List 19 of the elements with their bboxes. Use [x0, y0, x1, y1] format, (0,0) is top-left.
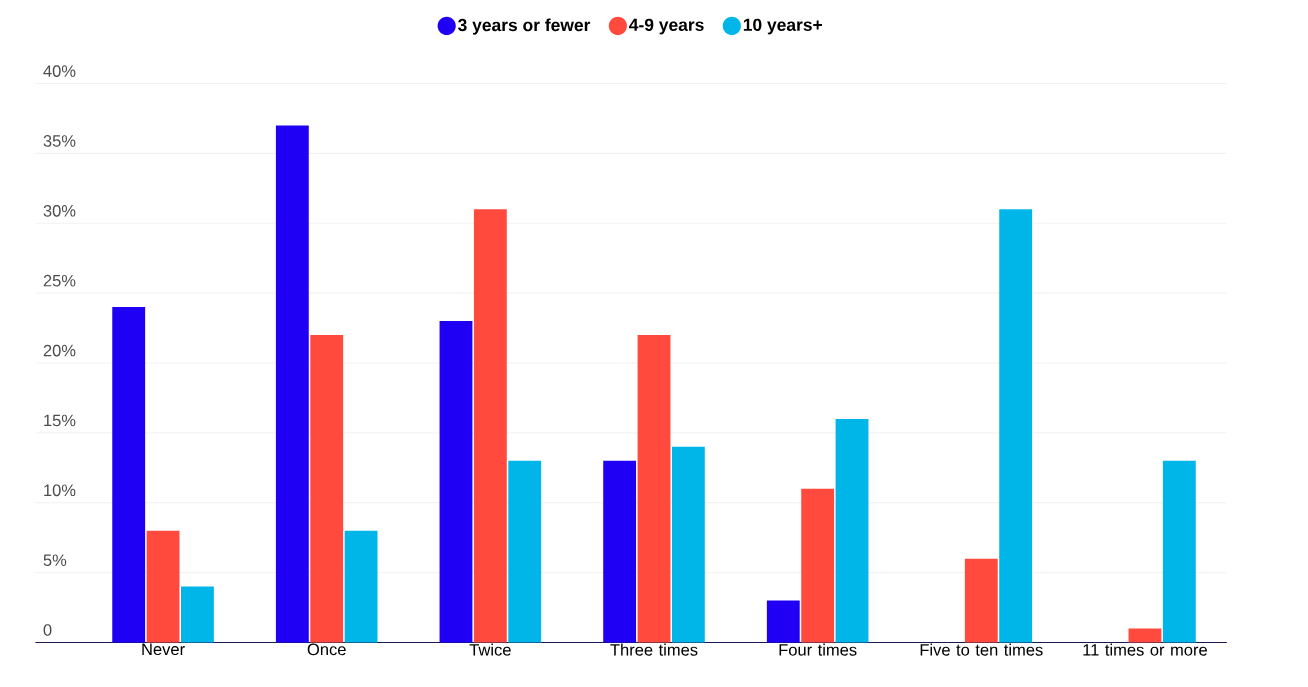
y-tick-label: 5%	[43, 554, 67, 567]
y-tick-label: 25%	[43, 274, 76, 287]
x-tick-label: Twice	[469, 643, 511, 656]
legend-label: 4-9 years	[629, 18, 704, 35]
x-tick-label: Never	[142, 643, 185, 656]
x-tick-label: Five to ten times	[920, 643, 1043, 656]
legend-label: 3 years or fewer	[458, 18, 591, 35]
legend-label: 10 years+	[743, 18, 823, 35]
y-tick-label: 15%	[44, 414, 76, 427]
y-tick-label: 0	[43, 624, 52, 637]
y-tick-label: 10%	[44, 484, 76, 497]
x-tick-label: Once	[307, 643, 346, 656]
y-tick-label: 35%	[43, 135, 76, 147]
y-tick-label: 20%	[43, 344, 76, 357]
y-tick-label: 30%	[43, 205, 76, 217]
x-tick-label: 11 times or more	[1083, 643, 1207, 656]
x-tick-label: Three times	[610, 643, 698, 656]
y-tick-label: 40%	[43, 65, 76, 78]
x-tick-label: Four times	[779, 643, 857, 656]
